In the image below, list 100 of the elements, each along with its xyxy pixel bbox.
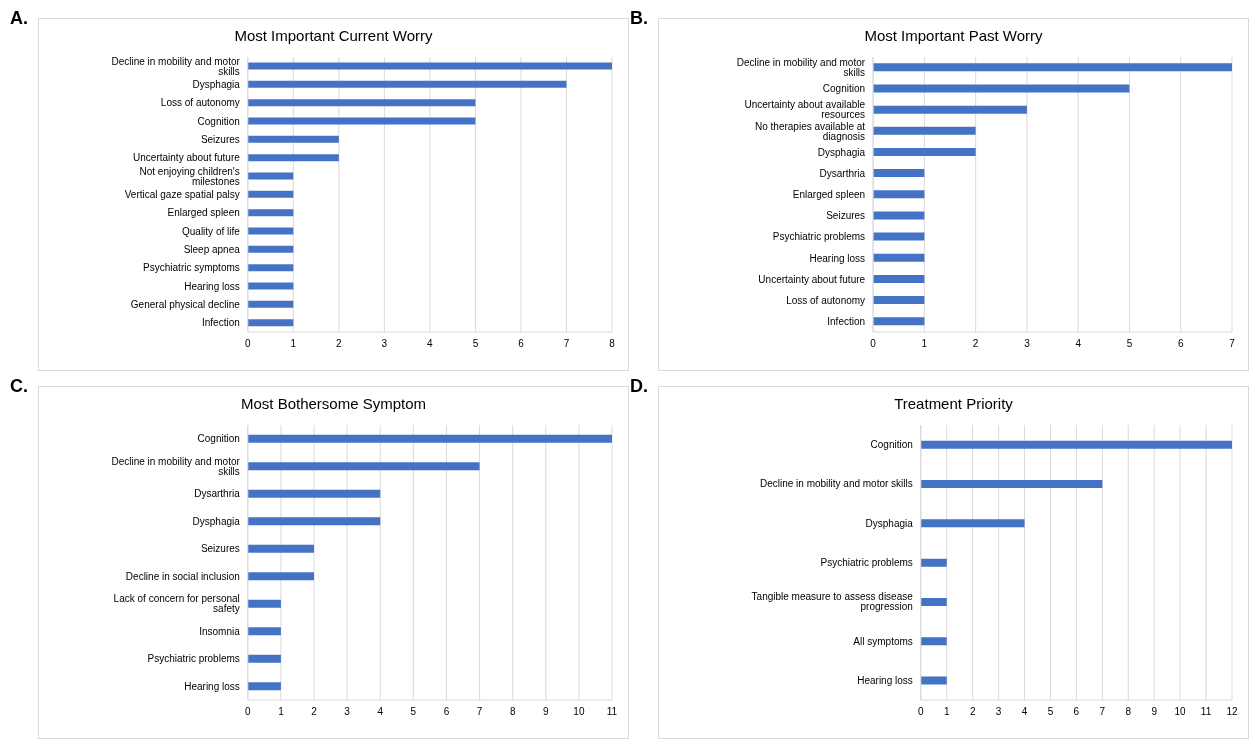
x-tick-label: 5 — [472, 338, 479, 350]
bar — [247, 80, 567, 88]
bar — [247, 282, 294, 290]
y-tick-label: Dysphagia — [192, 79, 241, 91]
bar — [873, 296, 925, 305]
bar — [920, 480, 1103, 489]
bar — [247, 190, 294, 198]
x-tick-label: 8 — [509, 706, 516, 718]
y-tick-label: Psychiatric problems — [820, 557, 913, 569]
bar — [247, 227, 294, 235]
y-tick-label: Hearing loss — [809, 252, 866, 264]
bar — [247, 154, 339, 162]
y-tick-label: Dysarthria — [819, 167, 866, 179]
x-tick-label: 2 — [972, 338, 979, 350]
y-tick-label: Seizures — [200, 134, 240, 146]
bar — [873, 211, 925, 220]
y-tick-label: Insomnia — [199, 625, 241, 637]
y-tick-label: Hearing loss — [857, 674, 913, 686]
bar — [873, 63, 1232, 72]
x-tick-label: 6 — [1073, 706, 1080, 718]
y-tick-label: Quality of life — [181, 225, 241, 237]
y-tick-label: Loss of autonomy — [786, 294, 866, 306]
bar — [247, 300, 294, 308]
y-tick-label: Dysphagia — [192, 515, 241, 527]
bar — [873, 147, 976, 156]
bar — [873, 169, 925, 178]
bar — [247, 62, 612, 70]
x-tick-label: 8 — [609, 338, 616, 350]
x-tick-label: 1 — [290, 338, 297, 350]
x-tick-label: 9 — [1151, 706, 1158, 718]
bar — [247, 172, 294, 180]
bar — [873, 317, 925, 326]
bar — [247, 264, 294, 272]
y-tick-label: Cognition — [197, 115, 240, 127]
y-tick-label: Hearing loss — [184, 280, 240, 292]
bar — [873, 84, 1130, 93]
bar — [873, 126, 976, 135]
x-tick-label: 4 — [377, 706, 384, 718]
bar — [247, 462, 480, 471]
chart-title: Most Bothersome Symptom — [239, 395, 428, 414]
y-tick-label: Infection — [827, 315, 866, 327]
bar — [920, 637, 947, 646]
bar — [247, 627, 281, 636]
y-tick-label: Seizures — [200, 543, 240, 555]
bar — [247, 599, 281, 608]
x-tick-label: 0 — [918, 706, 925, 718]
x-tick-label: 11 — [1200, 706, 1212, 718]
x-tick-label: 5 — [1126, 338, 1133, 350]
y-tick-label: Cognition — [197, 433, 240, 445]
y-tick-label: Uncertainty about available resources — [744, 99, 866, 121]
x-tick-label: 2 — [969, 706, 976, 718]
text: A. — [10, 8, 28, 29]
chart-title: Treatment Priority — [893, 395, 1014, 414]
x-tick-label: 6 — [518, 338, 525, 350]
bar — [920, 597, 947, 606]
y-tick-label: Loss of autonomy — [160, 97, 240, 109]
y-tick-label: Dysphagia — [817, 146, 866, 158]
bar — [247, 572, 315, 581]
y-tick-label: Not enjoying children's milestones — [139, 165, 240, 187]
y-tick-label: Decline in mobility and motor skills — [736, 57, 866, 79]
x-tick-label: 7 — [563, 338, 570, 350]
x-tick-label: 9 — [543, 706, 549, 718]
x-tick-label: 10 — [1174, 706, 1187, 718]
y-tick-label: Sleep apnea — [183, 244, 241, 256]
y-tick-label: Decline in mobility and motor skills — [111, 455, 241, 477]
x-tick-label: 1 — [278, 706, 285, 718]
chart-title: Most Important Current Worry — [233, 27, 434, 46]
y-tick-label: Infection — [201, 317, 240, 329]
x-tick-label: 7 — [1229, 338, 1236, 350]
y-tick-label: Psychiatric problems — [147, 653, 240, 665]
bar — [247, 135, 339, 143]
x-tick-label: 5 — [410, 706, 417, 718]
bar — [247, 99, 476, 107]
bar — [247, 209, 294, 217]
y-tick-label: Decline in social inclusion — [125, 570, 240, 582]
y-tick-label: Seizures — [826, 210, 866, 222]
y-tick-label: Enlarged spleen — [167, 207, 240, 219]
y-tick-label: Decline in mobility and motor skills — [759, 478, 913, 490]
x-tick-label: 1 — [921, 338, 928, 350]
x-tick-label: 3 — [344, 706, 351, 718]
bar — [247, 517, 381, 526]
bar — [247, 117, 476, 125]
text: D. — [630, 376, 648, 397]
bar — [247, 654, 281, 663]
text: C. — [10, 376, 28, 397]
x-tick-label: 0 — [870, 338, 877, 350]
chart-title: Most Important Past Worry — [863, 27, 1044, 46]
x-tick-label: 3 — [995, 706, 1002, 718]
x-tick-label: 4 — [1075, 338, 1082, 350]
x-tick-label: 2 — [336, 338, 343, 350]
x-tick-label: 0 — [245, 706, 252, 718]
x-tick-label: 8 — [1125, 706, 1132, 718]
y-tick-label: Hearing loss — [184, 680, 240, 692]
x-tick-label: 7 — [1099, 706, 1106, 718]
x-tick-label: 5 — [1047, 706, 1054, 718]
bar — [873, 105, 1027, 114]
x-tick-label: 7 — [476, 706, 483, 718]
y-tick-label: Cognition — [870, 439, 913, 451]
x-tick-label: 11 — [606, 706, 618, 718]
x-tick-label: 10 — [573, 706, 585, 718]
